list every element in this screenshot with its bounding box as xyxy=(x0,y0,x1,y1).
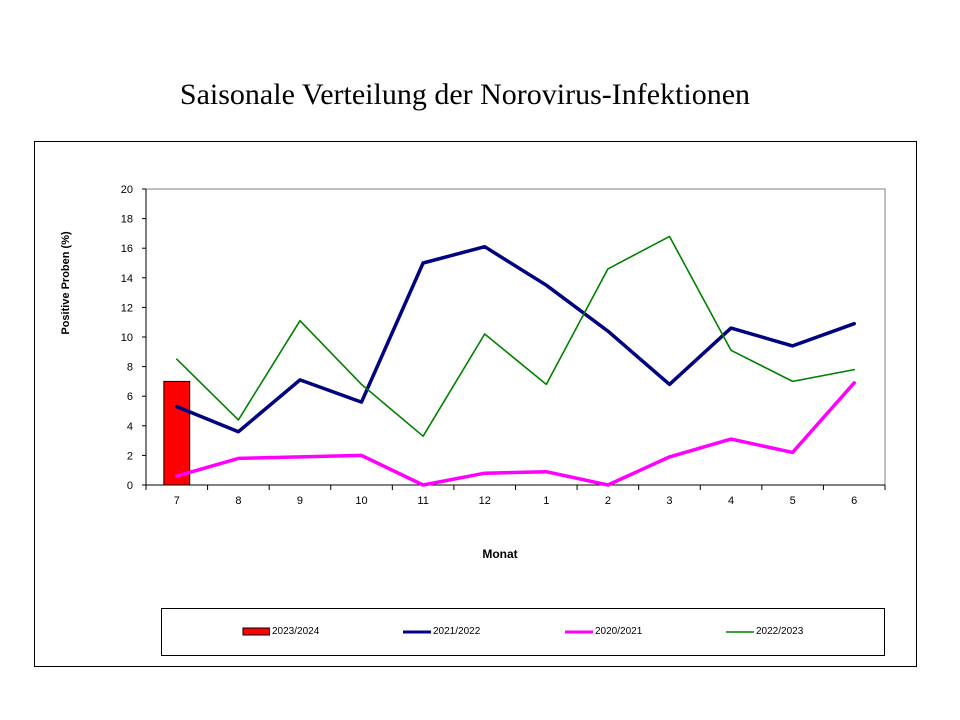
y-tick-label: 8 xyxy=(127,362,133,374)
y-tick-label: 2 xyxy=(127,450,133,462)
y-tick-label: 4 xyxy=(127,421,133,433)
x-tick-label: 5 xyxy=(790,495,796,507)
x-tick-label: 7 xyxy=(174,495,180,507)
page-title: Saisonale Verteilung der Norovirus-Infek… xyxy=(179,78,751,111)
legend-swatch-line xyxy=(403,630,431,634)
bar xyxy=(163,380,191,486)
legend-swatch-bar xyxy=(242,627,270,636)
series-line xyxy=(176,235,856,438)
y-tick-label: 16 xyxy=(121,243,133,255)
x-tick-label: 6 xyxy=(851,495,857,507)
legend: 2023/2024 2021/2022 2020/2021 2022/2023 xyxy=(161,608,885,656)
y-tick-label: 14 xyxy=(121,273,133,285)
x-tick-label: 10 xyxy=(355,495,367,507)
x-tick-label: 12 xyxy=(479,495,491,507)
x-tick-label: 8 xyxy=(235,495,241,507)
plot-area xyxy=(145,188,886,486)
legend-label: 2023/2024 xyxy=(272,626,320,637)
legend-swatch-line xyxy=(565,630,593,634)
y-tick-label: 18 xyxy=(121,214,133,226)
legend-label: 2021/2022 xyxy=(433,626,481,637)
x-tick-label: 4 xyxy=(728,495,734,507)
x-tick-label: 2 xyxy=(605,495,611,507)
y-tick-label: 12 xyxy=(121,302,133,314)
y-tick-label: 20 xyxy=(121,184,133,196)
x-tick-label: 1 xyxy=(543,495,549,507)
x-tick-label: 11 xyxy=(417,495,428,507)
x-tick-label: 9 xyxy=(297,495,303,507)
y-axis-title: Positive Proben (%) xyxy=(60,231,72,335)
series-line xyxy=(175,244,856,434)
series-line xyxy=(175,381,856,487)
x-tick-label: 3 xyxy=(666,495,672,507)
legend-label: 2022/2023 xyxy=(756,626,804,637)
y-tick-label: 6 xyxy=(127,391,133,403)
legend-swatch-line xyxy=(726,631,754,633)
x-axis-title: Monat xyxy=(482,547,518,561)
y-tick-label: 0 xyxy=(127,480,133,492)
y-tick-label: 10 xyxy=(121,332,133,344)
legend-label: 2020/2021 xyxy=(595,626,643,637)
chart-area-frame xyxy=(34,141,917,667)
